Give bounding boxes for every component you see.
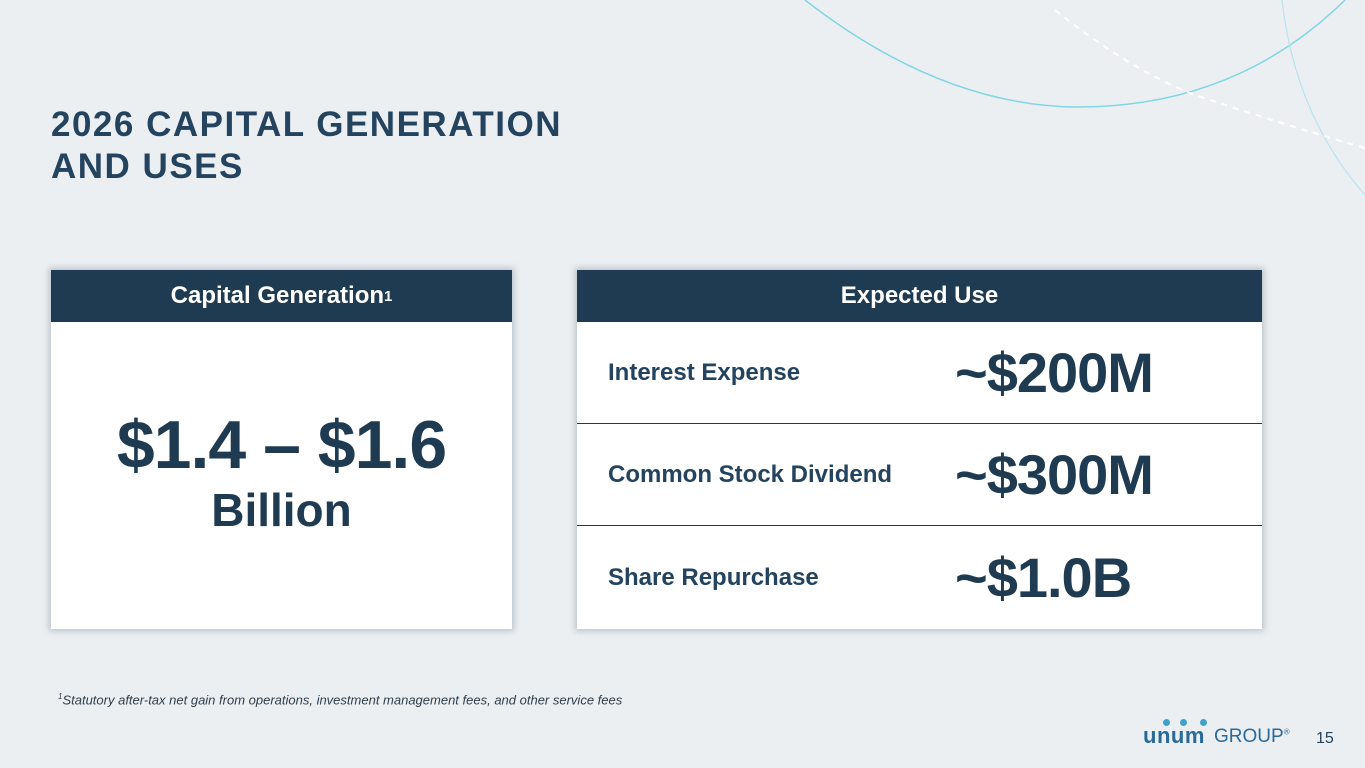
- footnote: 1Statutory after-tax net gain from opera…: [58, 692, 622, 707]
- logo-suffix-text: GROUP: [1214, 726, 1284, 747]
- capital-generation-value: $1.4 – $1.6: [116, 406, 447, 483]
- expected-use-row: Share Repurchase ~$1.0B: [577, 526, 1262, 629]
- unum-group-logo: unum GROUP®: [1143, 719, 1293, 749]
- logo-dot: [1163, 719, 1170, 726]
- footnote-marker: 1: [384, 287, 393, 305]
- expected-use-card: Expected Use Interest Expense ~$200M Com…: [577, 270, 1262, 629]
- expected-use-label: Interest Expense: [608, 358, 801, 386]
- page-number: 15: [1316, 730, 1334, 747]
- capital-generation-header: Capital Generation 1: [51, 270, 512, 322]
- expected-use-value: ~$200M: [955, 341, 1154, 404]
- capital-generation-card: Capital Generation 1 $1.4 – $1.6 Billion: [51, 270, 512, 629]
- logo-dot: [1200, 719, 1207, 726]
- page-title: 2026 CAPITAL GENERATION AND USES: [51, 104, 562, 188]
- logo-dot: [1180, 719, 1187, 726]
- capital-generation-unit: Billion: [211, 483, 352, 536]
- capital-generation-body: $1.4 – $1.6 Billion: [51, 322, 512, 629]
- expected-use-label: Share Repurchase: [608, 563, 819, 591]
- page-title-line-1: 2026 CAPITAL GENERATION: [51, 105, 562, 144]
- expected-use-value: ~$300M: [955, 443, 1154, 506]
- expected-use-row: Interest Expense ~$200M: [577, 322, 1262, 424]
- expected-use-header: Expected Use: [577, 270, 1262, 322]
- logo-brand: unum: [1143, 723, 1205, 748]
- logo-suffix: GROUP®: [1214, 726, 1290, 748]
- page-title-line-2: AND USES: [51, 147, 244, 186]
- expected-use-value: ~$1.0B: [955, 546, 1132, 609]
- registered-mark: ®: [1283, 727, 1290, 737]
- expected-use-label: Common Stock Dividend: [608, 460, 893, 488]
- expected-use-row: Common Stock Dividend ~$300M: [577, 424, 1262, 526]
- footnote-marker: 1: [58, 692, 63, 701]
- footnote-text: Statutory after-tax net gain from operat…: [62, 692, 623, 708]
- capital-generation-header-label: Capital Generation: [170, 282, 385, 309]
- expected-use-header-label: Expected Use: [840, 282, 999, 309]
